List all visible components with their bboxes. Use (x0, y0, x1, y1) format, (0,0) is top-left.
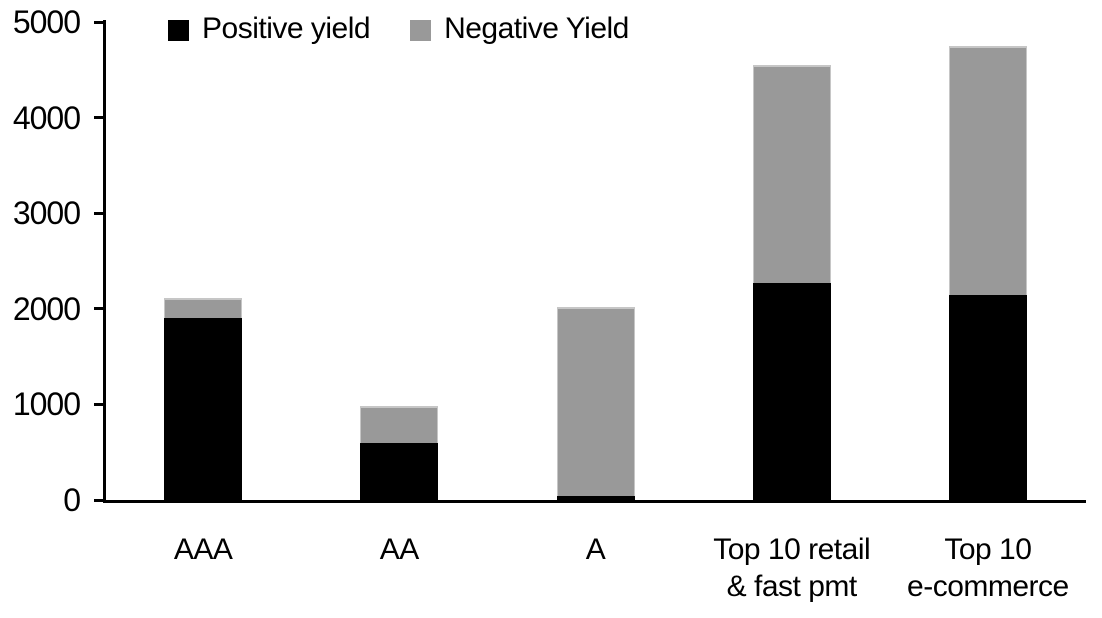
bar-segment-positive-a (556, 496, 635, 500)
y-axis-tick-label-4000: 4000 (12, 99, 81, 136)
x-axis-category-label-line: Top 10 retail (713, 533, 871, 566)
x-axis-category-label-aa: AA (269, 531, 529, 568)
bar-segment-negative-top-10-e-commerce (948, 45, 1027, 296)
x-axis-category-label-aaa: AAA (73, 531, 333, 568)
legend-label-negative-yield: Negative Yield (444, 12, 629, 45)
bar-segment-negative-a (556, 306, 635, 497)
x-axis-category-label-line: AAA (173, 533, 233, 566)
y-axis-tick-1000 (94, 402, 104, 406)
x-axis-category-label-top-10-e-commerce: Top 10 e-commerce (858, 531, 1102, 605)
legend-item-negative-yield: Negative Yield (410, 14, 629, 46)
bar-segment-positive-aaa (164, 318, 243, 500)
x-axis-category-label-line: & fast pmt (726, 570, 858, 603)
legend-label-positive-yield: Positive yield (202, 12, 371, 45)
x-axis-category-label-line: Top 10 (944, 533, 1032, 566)
y-axis-line (103, 20, 106, 503)
y-axis-tick-0 (94, 498, 104, 502)
bar-segment-negative-top-10-retail-fast-pmt (752, 65, 831, 283)
legend-swatch-positive-yield (168, 19, 189, 41)
x-axis-category-label-a: A (466, 531, 726, 568)
y-axis-tick-label-2000: 2000 (12, 290, 81, 327)
x-axis-category-label-line: A (585, 533, 606, 566)
y-axis-tick-label-1000: 1000 (12, 386, 81, 423)
legend-swatch-negative-yield (410, 19, 432, 41)
y-axis-tick-label-5000: 5000 (12, 4, 81, 40)
y-axis-tick-4000 (94, 116, 104, 120)
y-axis-tick-5000 (94, 20, 104, 24)
bar-segment-positive-top-10-retail-fast-pmt (752, 282, 831, 500)
legend-item-positive-yield: Positive yield (168, 12, 371, 46)
bar-segment-positive-aa (360, 442, 439, 500)
y-axis-tick-2000 (94, 307, 104, 311)
x-axis-category-label-line: e-commerce (907, 570, 1069, 603)
y-axis-tick-3000 (94, 211, 104, 215)
bar-segment-negative-aaa (164, 298, 243, 319)
bar-segment-positive-top-10-e-commerce (948, 295, 1027, 500)
x-axis-category-label-line: AA (379, 533, 420, 566)
x-axis-line (103, 500, 1086, 503)
bar-segment-negative-aa (360, 406, 439, 443)
y-axis-tick-label-3000: 3000 (12, 195, 81, 232)
y-axis-tick-label-0: 0 (63, 482, 81, 518)
x-axis-category-label-top-10-retail-fast-pmt: Top 10 retail & fast pmt (662, 531, 922, 605)
legend: Positive yield Negative Yield (168, 14, 629, 46)
